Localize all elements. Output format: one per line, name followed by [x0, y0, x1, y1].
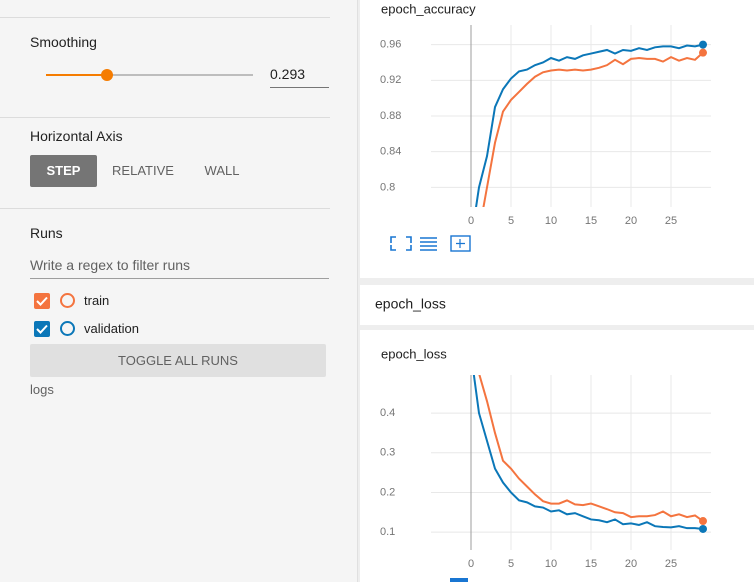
run-checkbox[interactable] — [34, 321, 50, 337]
series-line — [478, 375, 704, 522]
chart-title: epoch_loss — [381, 346, 447, 361]
x-tick-label: 20 — [625, 215, 637, 227]
check — [36, 324, 48, 334]
end-dot — [699, 40, 707, 49]
check-mark — [36, 296, 48, 306]
card-tools — [390, 235, 471, 252]
smoothing-label: Smoothing — [30, 34, 97, 50]
fit-icon[interactable] — [450, 235, 471, 252]
x-tick-label: 0 — [468, 215, 474, 227]
y-tick-label: 0.96 — [380, 39, 401, 51]
x-tick-label: 0 — [468, 558, 474, 570]
end-dot — [699, 517, 707, 526]
section-header-bar — [360, 285, 754, 325]
y-tick-label: 0.3 — [380, 447, 395, 459]
slider-track[interactable] — [46, 74, 253, 76]
x-tick-label: 15 — [585, 215, 597, 227]
chart-title: epoch_accuracy — [381, 1, 476, 16]
x-tick-label: 5 — [508, 558, 514, 570]
x-tick-label: 10 — [545, 215, 557, 227]
sidebar: Smoothing 0.293 Horizontal Axis STEP REL… — [0, 0, 358, 582]
plot — [472, 375, 704, 530]
fullscreen-icon[interactable] — [390, 236, 412, 251]
series-line — [482, 51, 704, 207]
y-tick-label: 0.92 — [380, 74, 401, 86]
axis-option[interactable]: RELATIVE — [112, 163, 174, 178]
check-mark — [36, 324, 48, 334]
x-tick-label: 25 — [665, 558, 677, 570]
x-tick-label: 20 — [625, 558, 637, 570]
y-tick-label: 0.84 — [380, 146, 401, 158]
section-header: epoch_loss — [375, 296, 446, 312]
card — [360, 330, 754, 582]
fit-icon-cross — [456, 239, 465, 248]
runs-label: Runs — [30, 225, 63, 241]
x-tick-label: 5 — [508, 215, 514, 227]
smoothing-input[interactable]: 0.293 — [270, 66, 329, 88]
run-name: train — [84, 293, 110, 308]
slider-knob[interactable] — [100, 69, 113, 81]
plot — [475, 43, 704, 207]
end-dot — [699, 48, 707, 57]
run-color — [60, 293, 75, 308]
x-tick-label: 15 — [585, 558, 597, 570]
toggle-button[interactable]: TOGGLE ALL RUNS — [30, 344, 326, 377]
run-name: validation — [84, 321, 139, 336]
y-tick-label: 0.8 — [380, 181, 395, 193]
series-line — [472, 375, 704, 530]
y-tick-label: 0.2 — [380, 486, 395, 498]
y-tick-label: 0.88 — [380, 110, 401, 122]
slider-fill — [46, 74, 107, 76]
card — [360, 0, 754, 278]
divider — [0, 0, 330, 18]
divider — [0, 17, 330, 118]
run-filter[interactable]: Write a regex to filter runs — [30, 257, 329, 279]
end-dot — [699, 524, 707, 533]
axis-option[interactable]: WALL — [204, 163, 240, 178]
run-checkbox[interactable] — [34, 293, 50, 309]
axis-label: Horizontal Axis — [30, 128, 123, 144]
charts: epoch_loss epoch_accuracy 0.8 0.84 0.88 0.92… — [360, 0, 754, 582]
check — [36, 296, 48, 306]
logdir: logs — [30, 382, 54, 397]
divider — [0, 118, 330, 209]
card-tools — [450, 578, 468, 582]
x-tick-label: 25 — [665, 215, 677, 227]
y-tick-label: 0.1 — [380, 526, 395, 538]
run-color — [60, 321, 75, 336]
x-tick-label: 10 — [545, 558, 557, 570]
series-line — [475, 43, 704, 207]
y-tick-label: 0.4 — [380, 407, 395, 419]
data-icon[interactable] — [420, 237, 437, 251]
axis-option[interactable]: STEP — [30, 155, 97, 187]
